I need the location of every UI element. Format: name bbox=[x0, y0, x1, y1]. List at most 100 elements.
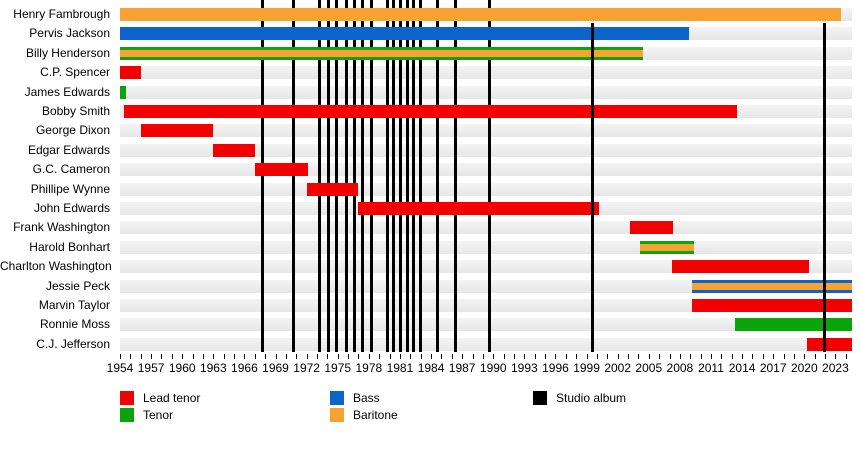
member-tenure-bar bbox=[692, 299, 852, 312]
axis-year-label: 2005 bbox=[635, 361, 663, 375]
axis-tick bbox=[503, 354, 505, 359]
axis-tick bbox=[244, 354, 246, 359]
axis-year-label: 2020 bbox=[790, 361, 818, 375]
axis-tick bbox=[316, 354, 318, 359]
axis-tick bbox=[410, 354, 412, 359]
axis-tick bbox=[389, 354, 391, 359]
axis-tick bbox=[368, 354, 370, 359]
axis-tick bbox=[545, 354, 547, 359]
baritone-swatch-icon bbox=[330, 408, 344, 422]
studio-album-line bbox=[326, 0, 330, 352]
axis-year-label: 1981 bbox=[386, 361, 414, 375]
member-tenure-bar bbox=[630, 221, 673, 235]
member-label: Billy Henderson bbox=[25, 45, 110, 60]
axis-tick bbox=[586, 354, 588, 359]
member-label: John Edwards bbox=[33, 201, 110, 215]
axis-tick bbox=[441, 354, 443, 359]
member-label: James Edwards bbox=[24, 84, 110, 99]
axis-tick bbox=[607, 354, 609, 359]
axis-tick bbox=[472, 354, 474, 359]
axis-tick bbox=[825, 354, 827, 359]
member-tenure-bar bbox=[671, 260, 810, 274]
axis-tick bbox=[420, 354, 422, 359]
studio-album-line bbox=[317, 0, 321, 352]
member-tenure-bar bbox=[120, 8, 841, 21]
member-label: C.J. Jefferson bbox=[36, 336, 110, 351]
axis-tick bbox=[337, 354, 339, 359]
member-label: Marvin Taylor bbox=[38, 298, 110, 312]
axis-tick bbox=[814, 354, 816, 359]
axis-tick bbox=[399, 354, 401, 359]
axis-tick bbox=[151, 354, 153, 359]
member-tenure-bar bbox=[120, 27, 690, 41]
axis-year-label: 1972 bbox=[293, 361, 320, 375]
axis-tick bbox=[223, 354, 225, 359]
axis-tick bbox=[431, 354, 433, 359]
axis-tick bbox=[306, 354, 308, 359]
axis-tick bbox=[731, 354, 733, 359]
tenor-swatch-icon bbox=[120, 408, 134, 422]
studio-album-line bbox=[370, 0, 374, 352]
member-tenure-bar bbox=[120, 46, 643, 60]
member-label: Jessie Peck bbox=[45, 278, 110, 293]
legend: Lead tenor Tenor Bass Baritone Studio al… bbox=[0, 386, 860, 430]
member-label: Pervis Jackson bbox=[29, 26, 110, 41]
member-tenure-bar bbox=[306, 182, 359, 196]
axis-tick bbox=[234, 354, 236, 359]
axis-tick bbox=[742, 354, 744, 359]
member-label: Henry Fambrough bbox=[13, 7, 110, 21]
studio-album-line bbox=[399, 0, 403, 352]
axis-tick bbox=[182, 354, 184, 359]
member-tenure-bar bbox=[124, 105, 737, 118]
studio-album-line bbox=[591, 23, 595, 352]
axis-tick bbox=[762, 354, 764, 359]
member-tenure-bar bbox=[807, 337, 852, 351]
studio-album-line bbox=[386, 0, 389, 352]
legend-label: Tenor bbox=[143, 408, 174, 422]
studio-album-line bbox=[392, 0, 396, 352]
axis-tick bbox=[171, 354, 173, 359]
axis-tick bbox=[669, 354, 671, 359]
axis-year-label: 1984 bbox=[417, 361, 445, 375]
axis-tick bbox=[659, 354, 661, 359]
axis-year-label: 1999 bbox=[573, 361, 600, 375]
studio-album-line bbox=[405, 0, 409, 352]
secondary-role-stripe bbox=[640, 243, 695, 251]
axis-year-label: 1993 bbox=[511, 361, 538, 375]
member-label: Ronnie Moss bbox=[39, 317, 110, 332]
axis-tick bbox=[555, 354, 557, 359]
axis-year-label: 2014 bbox=[728, 361, 756, 375]
studio-album-line bbox=[822, 23, 826, 352]
axis-year-label: 1975 bbox=[324, 361, 352, 375]
studio-album-line bbox=[344, 0, 348, 352]
member-label: C.P. Spencer bbox=[40, 65, 110, 80]
axis-year-label: 2017 bbox=[759, 361, 787, 375]
member-tenure-bar bbox=[120, 66, 141, 80]
axis-year-label: 1957 bbox=[137, 361, 165, 375]
axis-tick bbox=[213, 354, 215, 359]
axis-year-label: 2011 bbox=[698, 361, 724, 375]
studio-album-line bbox=[352, 0, 356, 352]
axis-tick bbox=[804, 354, 806, 359]
member-tenure-bar bbox=[358, 202, 599, 215]
axis-tick bbox=[192, 354, 194, 359]
axis-year-label: 1987 bbox=[448, 361, 476, 375]
axis-tick bbox=[524, 354, 526, 359]
studio-album-line bbox=[487, 0, 491, 352]
legend-label: Bass bbox=[353, 391, 380, 405]
axis-tick bbox=[358, 354, 360, 359]
axis-tick bbox=[534, 354, 536, 359]
axis-tick bbox=[773, 354, 775, 359]
row-track bbox=[120, 85, 852, 99]
axis-tick bbox=[482, 354, 484, 359]
axis-tick bbox=[721, 354, 723, 359]
secondary-role-stripe bbox=[120, 49, 643, 57]
row-track bbox=[120, 260, 852, 274]
bass-swatch-icon bbox=[330, 391, 344, 405]
member-label: Charlton Washington bbox=[0, 259, 112, 274]
axis-tick bbox=[120, 354, 121, 359]
member-tenure-bar bbox=[120, 85, 127, 99]
axis-tick bbox=[835, 354, 837, 359]
axis-year-label: 1954 bbox=[106, 361, 134, 375]
